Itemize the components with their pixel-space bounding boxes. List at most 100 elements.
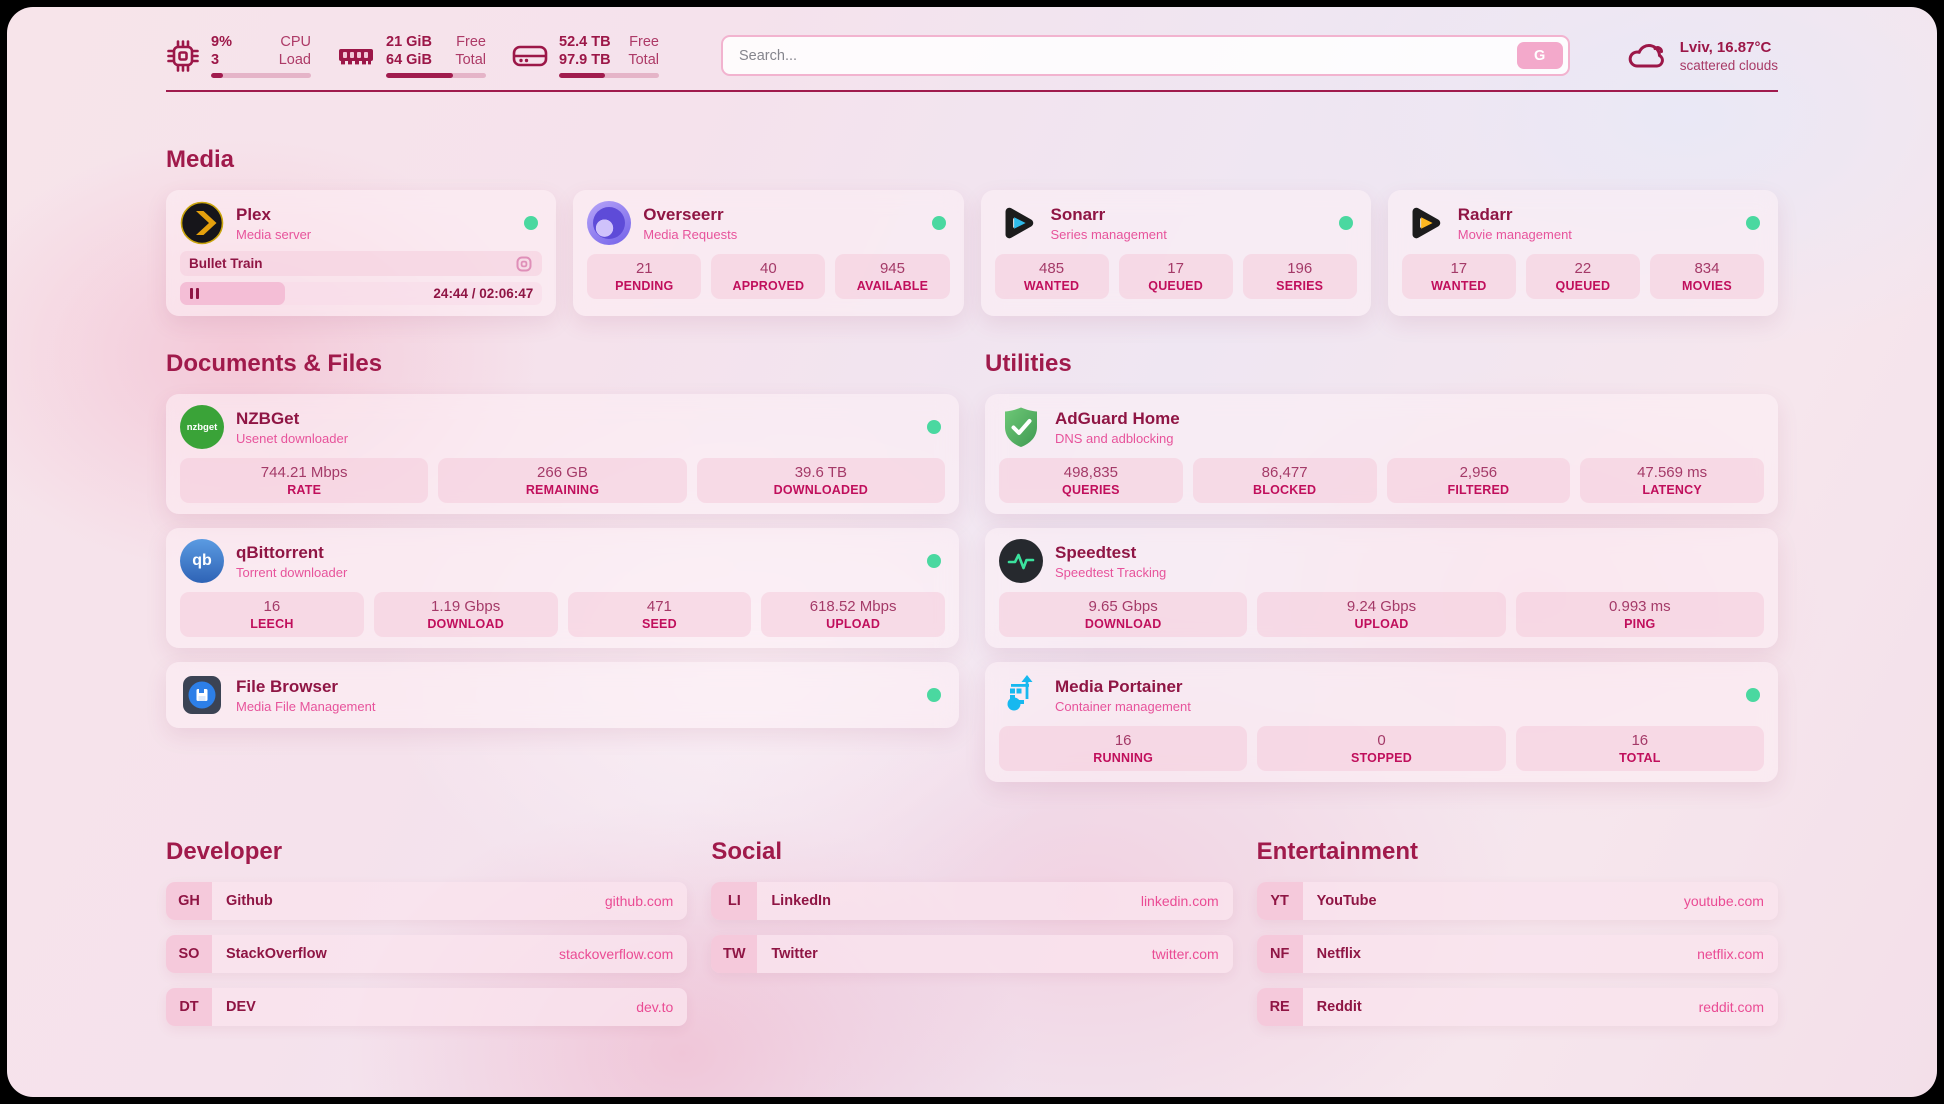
link-dev[interactable]: DT DEV dev.to xyxy=(166,988,688,1026)
stat-queued: 17 QUEUED xyxy=(1118,254,1233,299)
app-subtitle: Torrent downloader xyxy=(236,564,348,580)
link-label: DEV xyxy=(226,999,256,1015)
link-youtube[interactable]: YT YouTube youtube.com xyxy=(1256,882,1778,920)
section-title-utilities: Utilities xyxy=(985,350,1072,377)
link-github[interactable]: GH Github github.com xyxy=(166,882,688,920)
link-reddit[interactable]: RE Reddit reddit.com xyxy=(1256,988,1778,1026)
status-online-dot xyxy=(1338,216,1353,230)
app-subtitle: DNS and adblocking xyxy=(1055,430,1174,446)
stat-wanted: 485 WANTED xyxy=(994,254,1109,299)
stat-total: 16 TOTAL xyxy=(1515,726,1764,771)
sonarr-icon xyxy=(1005,207,1033,239)
section-title-media: Media xyxy=(166,146,235,173)
link-tag: TW xyxy=(711,935,758,973)
disk-total-value: 97.9 TB xyxy=(559,52,611,68)
disk-icon xyxy=(512,45,548,66)
stat-blocked: 86,477 BLOCKED xyxy=(1192,458,1377,503)
app-subtitle: Series management xyxy=(1050,226,1167,242)
ram-widget: 21 GiB Free 64 GiB Total xyxy=(337,33,486,78)
qbittorrent-icon: qb xyxy=(180,539,224,583)
app-subtitle: Usenet downloader xyxy=(236,430,349,446)
stat-remaining: 266 GB REMAINING xyxy=(438,458,687,503)
header-divider xyxy=(166,90,1778,92)
ram-total-value: 64 GiB xyxy=(386,52,432,68)
app-card-sonarr[interactable]: Sonarr Series management 485 WANTED 17 QUE… xyxy=(980,190,1371,316)
app-name: qBittorrent xyxy=(236,542,324,562)
status-online-dot xyxy=(927,688,941,702)
cpu-label: CPU xyxy=(280,34,311,50)
cpu-icon xyxy=(167,39,199,72)
playback-time: 24:44 / 02:06:47 xyxy=(433,286,534,301)
app-card-qbittorrent[interactable]: qb qBittorrent Torrent downloader 16 LEEC… xyxy=(166,528,959,648)
link-url: youtube.com xyxy=(1683,893,1764,909)
ram-free-label: Free xyxy=(456,34,486,50)
stat-available: 945 AVAILABLE xyxy=(835,254,950,299)
weather-location-temp: Lviv, 16.87°C xyxy=(1679,38,1772,56)
disk-free-label: Free xyxy=(629,34,659,50)
app-name: File Browser xyxy=(236,676,339,696)
stat-ping: 0.993 ms PING xyxy=(1515,592,1764,637)
link-twitter[interactable]: TW Twitter twitter.com xyxy=(711,935,1233,973)
stat-download: 1.19 Gbps DOWNLOAD xyxy=(373,592,558,637)
stat-seed: 471 SEED xyxy=(567,592,752,637)
app-card-filebrowser[interactable]: File Browser Media File Management xyxy=(166,662,959,728)
app-name: AdGuard Home xyxy=(1055,408,1180,428)
link-netflix[interactable]: NF Netflix netflix.com xyxy=(1256,935,1778,973)
filebrowser-icon xyxy=(183,676,221,714)
stat-queries: 498,835 QUERIES xyxy=(999,458,1183,503)
section-title-developer: Developer xyxy=(166,838,283,865)
app-card-radarr[interactable]: Radarr Movie management 17 WANTED 22 QUEUE… xyxy=(1387,190,1778,316)
search-input[interactable] xyxy=(737,46,1517,65)
stat-upload: 9.24 Gbps UPLOAD xyxy=(1257,592,1506,637)
top-bar: 9% CPU 3 Load 21 GiB Free 64 GiB Total xyxy=(7,7,1937,78)
status-online-dot xyxy=(1746,688,1760,702)
app-name: NZBGet xyxy=(236,408,300,428)
stat-downloaded: 39.6 TB DOWNLOADED xyxy=(696,458,945,503)
disk-progress-fill xyxy=(559,73,605,78)
app-card-overseerr[interactable]: Overseerr Media Requests 21 PENDING 40 APP… xyxy=(573,190,964,316)
nzbget-icon: nzbget xyxy=(180,405,224,449)
stat-latency: 47.569 ms LATENCY xyxy=(1580,458,1764,503)
app-subtitle: Media server xyxy=(236,226,312,242)
link-linkedin[interactable]: LI LinkedIn linkedin.com xyxy=(711,882,1233,920)
link-url: linkedin.com xyxy=(1140,893,1219,909)
session-icon xyxy=(516,256,532,271)
link-stackoverflow[interactable]: SO StackOverflow stackoverflow.com xyxy=(166,935,688,973)
app-name: Radarr xyxy=(1457,204,1513,224)
app-name: Plex xyxy=(236,204,271,224)
link-tag: DT xyxy=(166,988,212,1026)
app-card-nzbget[interactable]: nzbget NZBGet Usenet downloader 744.21 M… xyxy=(166,394,959,514)
stat-movies: 834 MOVIES xyxy=(1649,254,1764,299)
overseerr-icon xyxy=(587,201,632,245)
stat-queued: 22 QUEUED xyxy=(1525,254,1640,299)
dashboard-content: Media Plex Media server Bullet Train xyxy=(7,146,1937,1068)
now-playing-title: Bullet Train xyxy=(189,256,263,271)
app-subtitle: Media Requests xyxy=(643,226,738,242)
adguard-icon xyxy=(1005,407,1037,447)
disk-widget: 52.4 TB Free 97.9 TB Total xyxy=(512,33,659,78)
link-url: reddit.com xyxy=(1698,999,1764,1015)
app-card-speedtest[interactable]: Speedtest Speedtest Tracking 9.65 Gbps DO… xyxy=(985,528,1778,648)
weather-widget: Lviv, 16.87°C scattered clouds xyxy=(1624,38,1778,74)
app-subtitle: Movie management xyxy=(1457,226,1572,242)
weather-condition: scattered clouds xyxy=(1679,57,1778,73)
app-card-portainer[interactable]: Media Portainer Container management 16 R… xyxy=(985,662,1778,782)
link-label: Reddit xyxy=(1316,999,1362,1015)
app-card-plex[interactable]: Plex Media server Bullet Train xyxy=(166,190,557,316)
link-url: dev.to xyxy=(636,999,674,1015)
link-url: github.com xyxy=(604,893,674,909)
stat-download: 9.65 Gbps DOWNLOAD xyxy=(999,592,1248,637)
ram-progress-bar xyxy=(386,73,486,78)
search-engine-button[interactable]: G xyxy=(1516,42,1563,69)
ram-total-label: Total xyxy=(455,52,486,68)
social-section: Social LI LinkedIn linkedin.com TW Twitt… xyxy=(711,838,1233,1026)
media-grid: Plex Media server Bullet Train xyxy=(166,190,1778,316)
stat-stopped: 0 STOPPED xyxy=(1257,726,1506,771)
app-subtitle: Speedtest Tracking xyxy=(1055,564,1167,580)
app-card-adguard[interactable]: AdGuard Home DNS and adblocking 498,835 Q… xyxy=(985,394,1778,514)
playback-seek-bar[interactable]: 24:44 / 02:06:47 xyxy=(180,282,543,305)
status-online-dot xyxy=(931,216,946,230)
stat-leech: 16 LEECH xyxy=(180,592,364,637)
app-name: Speedtest xyxy=(1055,542,1137,562)
status-online-dot xyxy=(524,216,539,230)
